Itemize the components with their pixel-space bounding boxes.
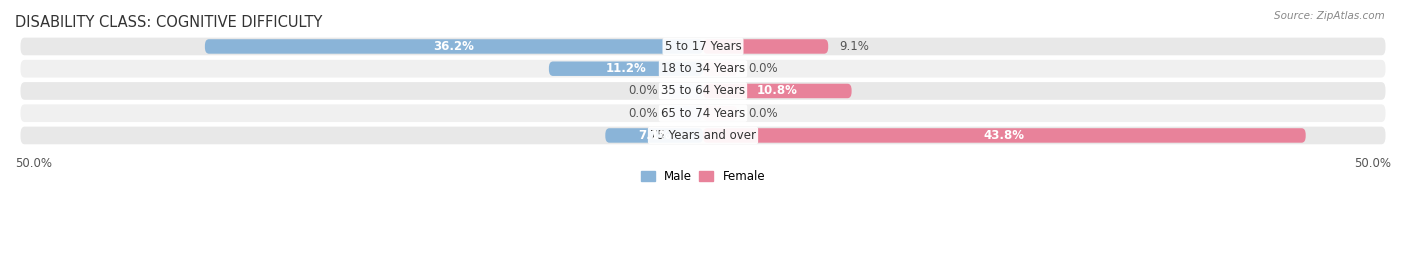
FancyBboxPatch shape (669, 106, 703, 120)
Text: 75 Years and over: 75 Years and over (650, 129, 756, 142)
Text: 5 to 17 Years: 5 to 17 Years (665, 40, 741, 53)
Text: 10.8%: 10.8% (756, 85, 797, 97)
FancyBboxPatch shape (548, 62, 703, 76)
Text: 36.2%: 36.2% (433, 40, 474, 53)
Text: 0.0%: 0.0% (748, 62, 778, 75)
Text: 50.0%: 50.0% (15, 157, 52, 170)
FancyBboxPatch shape (20, 81, 1386, 101)
FancyBboxPatch shape (20, 125, 1386, 146)
Text: 18 to 34 Years: 18 to 34 Years (661, 62, 745, 75)
Text: 35 to 64 Years: 35 to 64 Years (661, 85, 745, 97)
Text: 50.0%: 50.0% (1354, 157, 1391, 170)
FancyBboxPatch shape (703, 106, 737, 120)
FancyBboxPatch shape (205, 39, 703, 54)
Text: 0.0%: 0.0% (748, 107, 778, 120)
FancyBboxPatch shape (703, 84, 852, 98)
Text: 9.1%: 9.1% (839, 40, 869, 53)
FancyBboxPatch shape (703, 39, 828, 54)
Text: 0.0%: 0.0% (628, 85, 658, 97)
Legend: Male, Female: Male, Female (636, 165, 770, 187)
FancyBboxPatch shape (703, 62, 737, 76)
FancyBboxPatch shape (606, 128, 703, 143)
FancyBboxPatch shape (20, 36, 1386, 57)
Text: 65 to 74 Years: 65 to 74 Years (661, 107, 745, 120)
FancyBboxPatch shape (703, 128, 1306, 143)
Text: Source: ZipAtlas.com: Source: ZipAtlas.com (1274, 11, 1385, 21)
FancyBboxPatch shape (20, 59, 1386, 79)
Text: 0.0%: 0.0% (628, 107, 658, 120)
Text: 11.2%: 11.2% (606, 62, 647, 75)
Text: DISABILITY CLASS: COGNITIVE DIFFICULTY: DISABILITY CLASS: COGNITIVE DIFFICULTY (15, 15, 322, 30)
FancyBboxPatch shape (20, 103, 1386, 123)
Text: 7.1%: 7.1% (638, 129, 671, 142)
Text: 43.8%: 43.8% (984, 129, 1025, 142)
FancyBboxPatch shape (669, 84, 703, 98)
